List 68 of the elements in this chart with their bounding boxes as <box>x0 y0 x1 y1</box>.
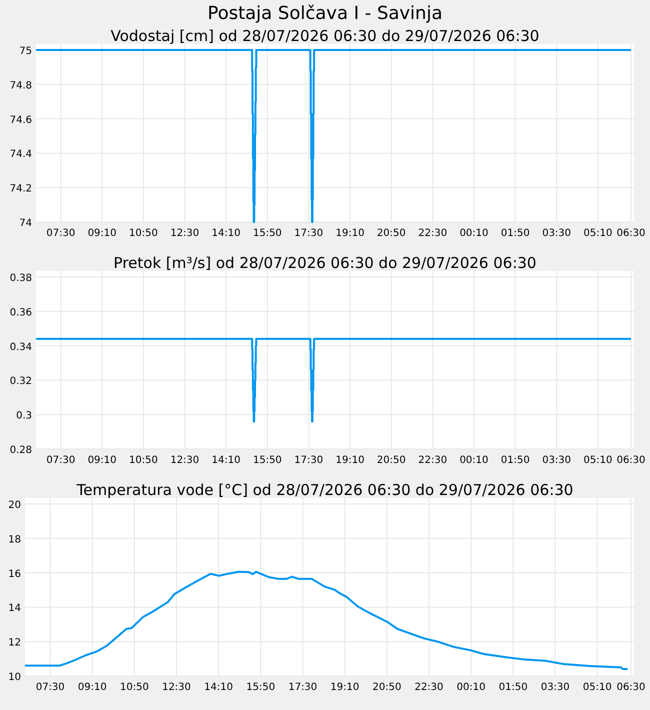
x-tick-label: 20:50 <box>376 228 406 239</box>
x-tick-label: 10:50 <box>120 682 149 693</box>
y-tick-label: 10 <box>8 672 21 683</box>
y-tick-label: 0.34 <box>10 342 32 353</box>
x-tick-label: 14:10 <box>204 682 233 693</box>
chart-title: Pretok [m³/s] od 28/07/2026 06:30 do 29/07/2026 06:30 <box>114 254 536 272</box>
x-tick-label: 22:30 <box>418 455 448 466</box>
chart-title: Postaja Solčava I - Savinja <box>207 3 443 24</box>
x-tick-label: 20:50 <box>372 682 402 693</box>
x-tick-label: 09:10 <box>88 228 117 239</box>
x-tick-label: 06:30 <box>616 682 646 693</box>
chart-subtitle: Vodostaj [cm] od 28/07/2026 06:30 do 29/07/2026 06:30 <box>110 27 540 45</box>
x-tick-label: 17:30 <box>294 455 324 466</box>
y-tick-label: 0.3 <box>16 410 32 422</box>
y-tick-label: 74.6 <box>10 114 32 126</box>
x-tick-label: 03:30 <box>542 228 572 239</box>
y-tick-label: 74.4 <box>10 149 32 160</box>
x-tick-label: 19:10 <box>330 682 360 693</box>
x-tick-label: 19:10 <box>336 228 364 239</box>
x-tick-label: 20:50 <box>376 455 406 466</box>
chart-title: Temperatura vode [°C] od 28/07/2026 06:30 do 29/07/2026 06:30 <box>76 481 574 499</box>
x-tick-label: 00:10 <box>460 455 488 466</box>
y-tick-label: 14 <box>8 603 21 614</box>
y-tick-label: 0.38 <box>10 273 32 284</box>
x-tick-label: 14:10 <box>212 228 240 239</box>
x-tick-label: 17:30 <box>288 682 318 693</box>
x-tick-label: 12:30 <box>162 682 191 693</box>
y-tick-label: 20 <box>8 500 21 511</box>
x-tick-label: 19:10 <box>336 455 364 466</box>
y-tick-label: 16 <box>8 568 21 580</box>
x-tick-label: 03:30 <box>542 455 572 466</box>
y-tick-label: 0.32 <box>10 376 32 388</box>
x-tick-label: 14:10 <box>212 455 240 466</box>
x-tick-label: 07:30 <box>36 682 65 693</box>
x-tick-label: 10:50 <box>129 455 158 466</box>
x-tick-label: 15:50 <box>252 455 282 466</box>
x-tick-label: 01:50 <box>498 682 528 693</box>
x-tick-label: 01:50 <box>500 228 530 239</box>
x-tick-label: 07:30 <box>46 228 76 239</box>
x-tick-label: 09:10 <box>78 682 107 693</box>
line-series <box>24 570 629 670</box>
y-tick-label: 0.36 <box>10 307 32 318</box>
x-tick-label: 10:50 <box>129 228 158 239</box>
x-tick-label: 00:10 <box>460 228 488 239</box>
y-tick-label: 18 <box>8 534 21 546</box>
x-tick-label: 12:30 <box>170 228 200 239</box>
x-tick-label: 05:10 <box>582 682 612 693</box>
x-tick-label: 22:30 <box>418 228 448 239</box>
y-tick-label: 75 <box>19 46 32 57</box>
y-tick-label: 74 <box>19 218 32 229</box>
x-tick-label: 06:30 <box>616 455 646 466</box>
x-tick-label: 15:50 <box>252 228 282 239</box>
x-tick-label: 01:50 <box>500 455 530 466</box>
x-tick-label: 22:30 <box>414 682 444 693</box>
x-tick-label: 17:30 <box>294 228 324 239</box>
x-tick-label: 05:10 <box>584 228 612 239</box>
y-tick-label: 74.8 <box>10 80 32 92</box>
x-tick-label: 05:10 <box>584 455 612 466</box>
x-tick-label: 00:10 <box>456 682 486 693</box>
y-tick-label: 12 <box>8 638 21 649</box>
x-tick-label: 09:10 <box>88 455 117 466</box>
x-tick-label: 12:30 <box>170 455 200 466</box>
x-tick-label: 15:50 <box>246 682 276 693</box>
x-tick-label: 07:30 <box>46 455 76 466</box>
y-tick-label: 74.2 <box>10 184 32 195</box>
x-tick-label: 03:30 <box>540 682 570 693</box>
x-tick-label: 06:30 <box>616 228 646 239</box>
y-tick-label: 0.28 <box>10 445 32 456</box>
